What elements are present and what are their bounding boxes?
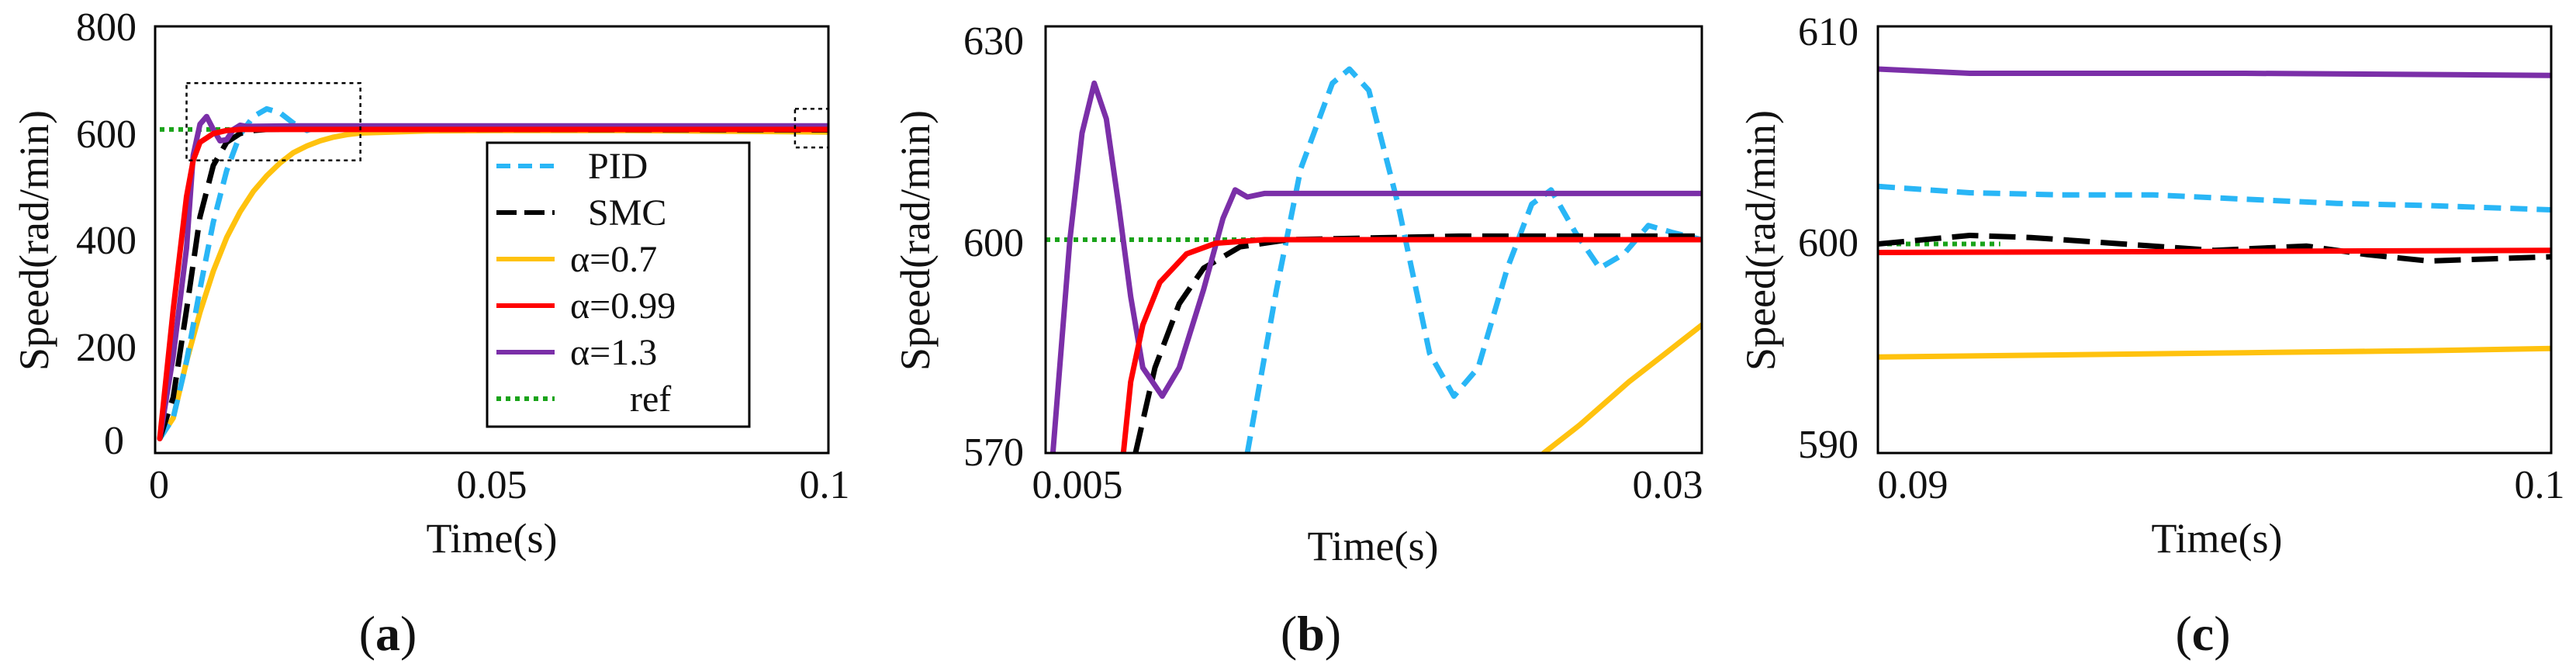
b-xtick-0.005: 0.005: [1032, 463, 1123, 507]
a-xtick-0.05: 0.05: [457, 463, 527, 507]
panel-b-series-a07: [1540, 322, 1702, 453]
panel-c: 610 600 590 0.09 0.1 Time(s) Speed(rad/m…: [1738, 10, 2565, 661]
legend-label-a099: α=0.99: [570, 285, 676, 327]
panel-b-series-a13: [1049, 80, 1702, 453]
zoom-box-2: [794, 108, 830, 149]
legend-label-smc: SMC: [588, 192, 666, 233]
panel-a-series-a13: [157, 113, 828, 441]
panel-c-series-a13: [1878, 66, 2551, 78]
b-ytick-630: 630: [963, 19, 1024, 64]
panel-b: 630 600 570 0.005 0.03 Time(s) Speed(rad…: [892, 19, 1703, 661]
a-xtick-0: 0: [149, 463, 169, 507]
legend-frame: [486, 141, 751, 428]
a-ytick-0: 0: [104, 419, 124, 463]
zoom-box-1: [185, 81, 361, 161]
panel-b-series-pid: [1244, 66, 1702, 453]
b-ylabel: Speed(rad/min): [892, 110, 939, 371]
panel-c-series-pid: [1878, 183, 2551, 213]
panel-c-series-smc: [1878, 233, 2551, 264]
panel-a: 800 600 400 200 0 0 0.05 0.1 Time(s) Spe…: [11, 5, 850, 661]
panel-b-axes-frame: [1044, 25, 1703, 455]
b-ytick-600: 600: [963, 221, 1024, 265]
panel-c-series-a07: [1878, 345, 2551, 360]
c-xtick-0.09: 0.09: [1878, 463, 1948, 507]
b-xlabel: Time(s): [1307, 523, 1438, 569]
panel-a-series-smc: [157, 126, 828, 440]
b-xtick-0.03: 0.03: [1633, 463, 1703, 507]
panel-a-axes-frame: [154, 25, 830, 455]
legend-label-a07: α=0.7: [570, 239, 657, 280]
a-ytick-600: 600: [76, 112, 137, 157]
a-ytick-200: 200: [76, 326, 137, 370]
panel-b-series-a099: [1120, 237, 1702, 453]
a-xlabel: Time(s): [426, 515, 557, 562]
panel-b-series-smc: [1132, 233, 1702, 453]
panel-a-label: (a): [359, 606, 417, 661]
legend-label-pid: PID: [588, 146, 648, 187]
panel-b-label: (b): [1281, 606, 1341, 661]
c-ytick-590: 590: [1798, 423, 1859, 467]
c-ytick-610: 610: [1798, 10, 1859, 54]
a-xtick-0.1: 0.1: [800, 463, 850, 507]
legend-label-a13: α=1.3: [570, 332, 657, 373]
a-ytick-400: 400: [76, 219, 137, 263]
c-ylabel: Speed(rad/min): [1738, 110, 1784, 371]
panel-c-label: (c): [2175, 606, 2230, 661]
legend: PID SMC α=0.7 α=0.99 α=1.3 ref: [486, 141, 751, 428]
panel-a-zoom-boxes: [185, 81, 830, 161]
c-ytick-600: 600: [1798, 221, 1859, 265]
c-xlabel: Time(s): [2151, 515, 2282, 562]
c-xtick-0.1: 0.1: [2515, 463, 2565, 507]
panel-c-series-a099: [1878, 247, 2551, 255]
panel-c-series: [1878, 66, 2551, 360]
legend-label-ref: ref: [630, 379, 671, 420]
a-ylabel: Speed(rad/min): [11, 110, 57, 371]
panel-c-axes-frame: [1876, 25, 2553, 455]
b-ytick-570: 570: [963, 431, 1024, 475]
a-ytick-800: 800: [76, 5, 137, 50]
panel-b-series: [1046, 66, 1702, 453]
